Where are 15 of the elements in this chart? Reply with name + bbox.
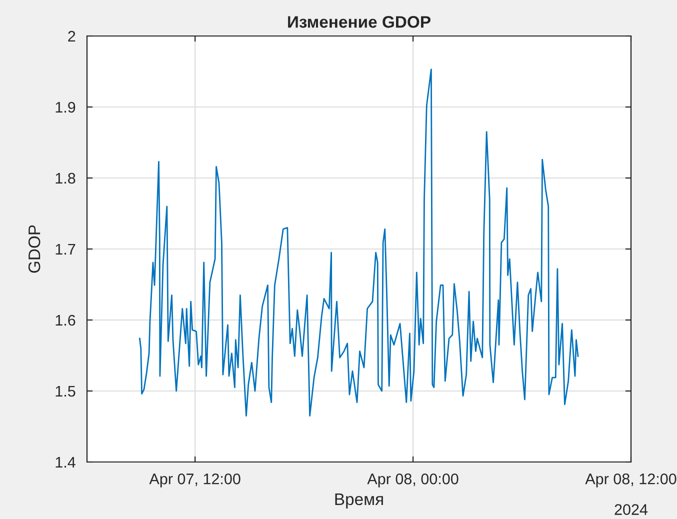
- y-tick-label: 1.9: [56, 102, 76, 113]
- y-tick-label: 1.6: [56, 314, 76, 326]
- x-tick-label: Apr 07, 12:00: [149, 474, 240, 488]
- y-tick-label: 1.7: [56, 244, 76, 255]
- line-series: [138, 68, 579, 417]
- y-axis-title: GDOP: [28, 225, 40, 273]
- y-tick-label: 1.4: [56, 457, 76, 468]
- chart-title: Изменение GDOP: [288, 16, 430, 28]
- x-tick-label: Apr 08, 12:00: [585, 474, 676, 488]
- y-tick-label: 1.8: [56, 172, 76, 184]
- x-axis-title: Время: [335, 494, 383, 508]
- y-tick-label: 1.5: [56, 386, 76, 397]
- text: 2024: [614, 504, 648, 515]
- x-tick-label: Apr 08, 00:00: [367, 474, 458, 488]
- y-tick-label: 2: [68, 30, 76, 42]
